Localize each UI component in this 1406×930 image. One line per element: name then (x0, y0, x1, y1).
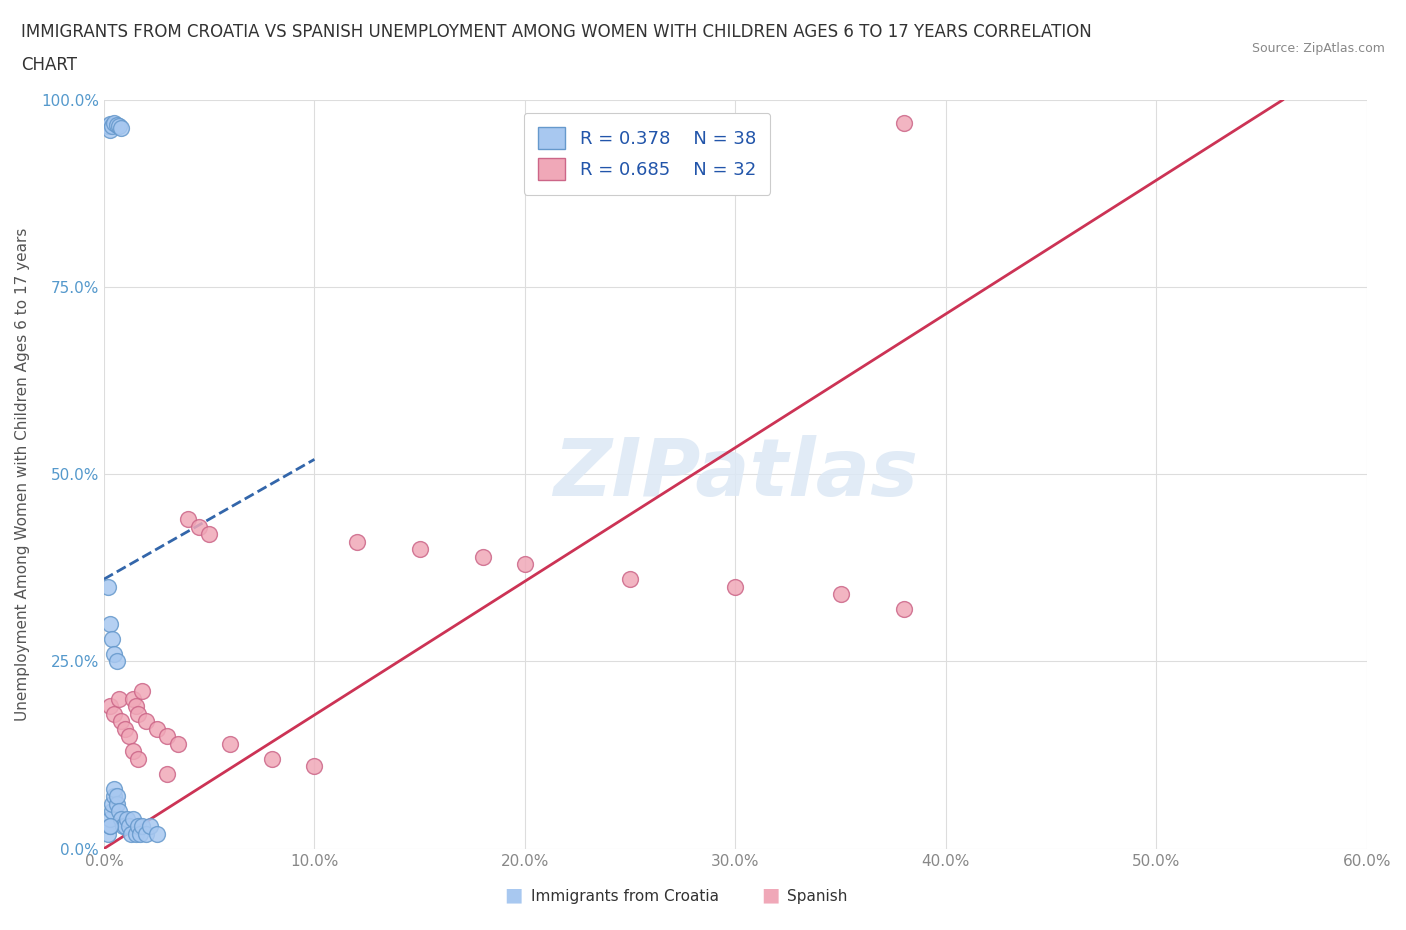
Point (122, 744, 145, 759)
Point (135, 714, 157, 729)
Point (98, 123, 121, 138)
Point (131, 818, 153, 833)
Point (346, 534, 368, 549)
Point (118, 729, 141, 744)
Point (893, 602, 915, 617)
Point (145, 722, 167, 737)
Point (830, 587, 852, 602)
Point (145, 826, 167, 841)
Point (127, 751, 149, 766)
Point (107, 119, 129, 134)
Point (115, 811, 138, 826)
Text: ■: ■ (761, 885, 780, 904)
Text: ZIPatlas: ZIPatlas (553, 435, 918, 513)
Legend: R = 0.378    N = 38, R = 0.685    N = 32: R = 0.378 N = 38, R = 0.685 N = 32 (523, 113, 770, 194)
Point (177, 512, 200, 526)
Point (131, 684, 153, 698)
Point (98, 811, 121, 826)
Point (166, 737, 188, 751)
Point (471, 550, 494, 565)
Point (127, 818, 149, 833)
Point (98, 617, 121, 631)
Point (98, 818, 121, 833)
Point (513, 557, 536, 572)
Point (408, 542, 430, 557)
Point (98, 699, 121, 714)
Point (135, 826, 157, 841)
Point (103, 115, 125, 130)
Point (110, 714, 132, 729)
Point (103, 789, 125, 804)
Point (114, 722, 136, 737)
Point (187, 519, 209, 534)
Point (619, 572, 641, 587)
Point (105, 654, 128, 669)
Text: Source: ZipAtlas.com: Source: ZipAtlas.com (1251, 42, 1385, 55)
Point (105, 796, 128, 811)
Point (304, 759, 326, 774)
Point (124, 699, 146, 714)
Point (127, 707, 149, 722)
Point (198, 526, 221, 541)
Text: ■: ■ (503, 885, 523, 904)
Text: CHART: CHART (21, 56, 77, 73)
Point (110, 811, 132, 826)
Point (118, 818, 141, 833)
Point (110, 121, 132, 136)
Point (103, 646, 125, 661)
Point (105, 789, 128, 804)
Text: IMMIGRANTS FROM CROATIA VS SPANISH UNEMPLOYMENT AMONG WOMEN WITH CHILDREN AGES 6: IMMIGRANTS FROM CROATIA VS SPANISH UNEMP… (21, 23, 1092, 41)
Point (101, 119, 124, 134)
Point (139, 818, 162, 833)
Point (122, 692, 145, 707)
Point (122, 811, 145, 826)
Text: Immigrants from Croatia: Immigrants from Croatia (531, 889, 720, 904)
Point (98, 116, 121, 131)
Point (97, 826, 120, 841)
Point (111, 818, 134, 833)
Point (120, 826, 142, 841)
Point (128, 826, 150, 841)
Point (156, 766, 179, 781)
Point (262, 751, 284, 766)
Point (219, 737, 242, 751)
Point (101, 631, 124, 646)
Point (107, 692, 129, 707)
Point (101, 796, 124, 811)
Point (724, 579, 747, 594)
Point (97, 119, 120, 134)
Y-axis label: Unemployment Among Women with Children Ages 6 to 17 years: Unemployment Among Women with Children A… (15, 228, 30, 721)
Point (114, 818, 136, 833)
Point (103, 781, 125, 796)
Point (124, 826, 146, 841)
Point (107, 804, 129, 818)
Point (893, 115, 915, 130)
Point (101, 804, 124, 818)
Point (105, 117, 128, 132)
Point (156, 729, 179, 744)
Text: Spanish: Spanish (787, 889, 848, 904)
Point (103, 707, 125, 722)
Point (97, 579, 120, 594)
Point (98, 818, 121, 833)
